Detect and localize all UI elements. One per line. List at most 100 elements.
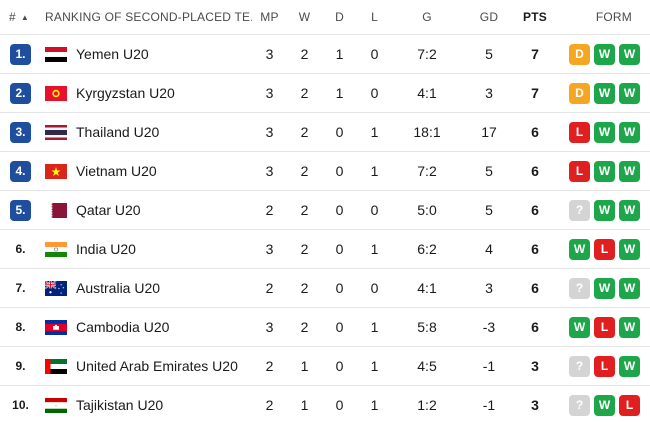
form-win-badge[interactable]: W xyxy=(619,199,640,221)
team-name[interactable]: Vietnam U20 xyxy=(76,163,157,179)
wins: 2 xyxy=(300,46,309,62)
losses: 1 xyxy=(370,358,379,374)
kyrgyzstan-flag-icon xyxy=(45,85,67,101)
form-loss-badge[interactable]: L xyxy=(569,121,590,143)
rank-badge: 2. xyxy=(10,82,31,104)
team-cell[interactable]: Yemen U20 xyxy=(41,46,252,62)
goal-difference: 5 xyxy=(485,163,493,179)
goals: 4:5 xyxy=(417,358,437,374)
form-unknown-badge[interactable]: ? xyxy=(569,277,590,299)
form-win-badge[interactable]: W xyxy=(569,316,590,338)
wins: 2 xyxy=(300,319,309,335)
form-win-badge[interactable]: W xyxy=(619,355,640,377)
table-row[interactable]: 10. Tajikistan U20 2 1 0 1 1:2 -1 3 ? W L xyxy=(0,385,650,422)
l-header[interactable]: L xyxy=(371,10,378,24)
points: 6 xyxy=(531,319,539,335)
rank-cell: 1. xyxy=(0,43,41,65)
team-name[interactable]: Qatar U20 xyxy=(76,202,141,218)
table-row[interactable]: 5. Qatar U20 2 2 0 0 5:0 5 6 ? W W xyxy=(0,190,650,229)
team-name[interactable]: United Arab Emirates U20 xyxy=(76,358,238,374)
team-cell[interactable]: Thailand U20 xyxy=(41,124,252,140)
form-unknown-badge[interactable]: ? xyxy=(569,199,590,221)
draws: 0 xyxy=(335,163,344,179)
form-win-badge[interactable]: W xyxy=(594,160,615,182)
form-unknown-badge[interactable]: ? xyxy=(569,394,590,416)
form-win-badge[interactable]: W xyxy=(594,277,615,299)
form-loss-badge[interactable]: L xyxy=(619,394,640,416)
team-name[interactable]: Australia U20 xyxy=(76,280,161,296)
mp-header[interactable]: MP xyxy=(260,10,279,24)
losses: 1 xyxy=(370,163,379,179)
goals: 5:8 xyxy=(417,319,437,335)
form-draw-badge[interactable]: D xyxy=(569,82,590,104)
team-cell[interactable]: India U20 xyxy=(41,241,252,257)
team-name[interactable]: Thailand U20 xyxy=(76,124,160,140)
team-name[interactable]: Kyrgyzstan U20 xyxy=(76,85,175,101)
rank-header[interactable]: # ▲ xyxy=(0,10,41,24)
points: 6 xyxy=(531,241,539,257)
team-cell[interactable]: Kyrgyzstan U20 xyxy=(41,85,252,101)
points: 7 xyxy=(531,85,539,101)
team-name[interactable]: Cambodia U20 xyxy=(76,319,170,335)
form-loss-badge[interactable]: L xyxy=(594,355,615,377)
table-row[interactable]: 7. Australia U20 2 2 0 0 4:1 3 6 ? W W xyxy=(0,268,650,307)
form-win-badge[interactable]: W xyxy=(619,43,640,65)
team-cell[interactable]: Tajikistan U20 xyxy=(41,397,252,413)
form-win-badge[interactable]: W xyxy=(619,316,640,338)
form-win-badge[interactable]: W xyxy=(569,238,590,260)
sort-ascending-icon[interactable]: ▲ xyxy=(20,12,29,22)
australia-flag-icon xyxy=(45,280,67,296)
form-win-badge[interactable]: W xyxy=(594,199,615,221)
team-cell[interactable]: Cambodia U20 xyxy=(41,319,252,335)
goal-difference: -3 xyxy=(482,319,496,335)
form-win-badge[interactable]: W xyxy=(594,121,615,143)
rank-badge: 8. xyxy=(15,320,26,334)
form-win-badge[interactable]: W xyxy=(594,43,615,65)
form-win-badge[interactable]: W xyxy=(619,238,640,260)
form-win-badge[interactable]: W xyxy=(619,82,640,104)
wins: 2 xyxy=(300,124,309,140)
team-name[interactable]: India U20 xyxy=(76,241,136,257)
team-name[interactable]: Yemen U20 xyxy=(76,46,149,62)
form-win-badge[interactable]: W xyxy=(594,82,615,104)
team-cell[interactable]: Australia U20 xyxy=(41,280,252,296)
form-loss-badge[interactable]: L xyxy=(569,160,590,182)
form-unknown-badge[interactable]: ? xyxy=(569,355,590,377)
w-header[interactable]: W xyxy=(298,10,311,24)
team-cell[interactable]: United Arab Emirates U20 xyxy=(41,358,252,374)
form-cell: ? L W xyxy=(554,355,650,377)
points-header[interactable]: PTS xyxy=(523,10,547,24)
matches-played: 2 xyxy=(265,280,274,296)
d-header[interactable]: D xyxy=(335,10,344,24)
form-win-badge[interactable]: W xyxy=(594,394,615,416)
losses: 1 xyxy=(370,241,379,257)
form-win-badge[interactable]: W xyxy=(619,160,640,182)
form-draw-badge[interactable]: D xyxy=(569,43,590,65)
goals-header[interactable]: G xyxy=(422,10,432,24)
rank-cell: 3. xyxy=(0,121,41,143)
team-header[interactable]: RANKING OF SECOND-PLACED TE... xyxy=(45,10,252,24)
form-loss-badge[interactable]: L xyxy=(594,316,615,338)
table-row[interactable]: 9. United Arab Emirates U20 2 1 0 1 4:5 … xyxy=(0,346,650,385)
team-cell[interactable]: Qatar U20 xyxy=(41,202,252,218)
form-win-badge[interactable]: W xyxy=(619,277,640,299)
team-cell[interactable]: Vietnam U20 xyxy=(41,163,252,179)
rank-cell: 9. xyxy=(0,356,41,377)
matches-played: 2 xyxy=(265,202,274,218)
matches-played: 3 xyxy=(265,46,274,62)
team-name[interactable]: Tajikistan U20 xyxy=(76,397,164,413)
form-win-badge[interactable]: W xyxy=(619,121,640,143)
points: 6 xyxy=(531,202,539,218)
goal-difference-header[interactable]: GD xyxy=(479,10,499,24)
points: 6 xyxy=(531,124,539,140)
form-loss-badge[interactable]: L xyxy=(594,238,615,260)
